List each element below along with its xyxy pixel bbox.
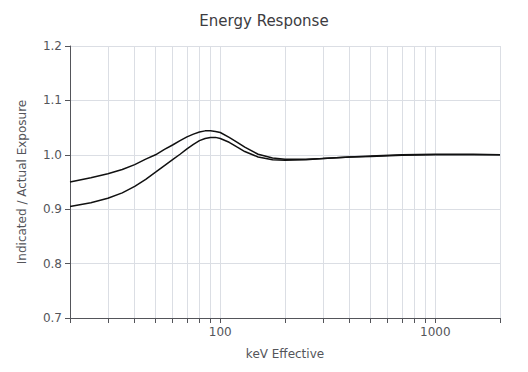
svg-text:100: 100 xyxy=(209,325,232,339)
svg-text:1.1: 1.1 xyxy=(43,93,62,107)
svg-text:Energy Response: Energy Response xyxy=(199,12,328,30)
svg-text:0.8: 0.8 xyxy=(43,257,62,271)
svg-text:1.0: 1.0 xyxy=(43,148,62,162)
svg-text:Indicated / Actual Exposure: Indicated / Actual Exposure xyxy=(15,100,29,264)
svg-text:keV Effective: keV Effective xyxy=(246,347,324,361)
svg-text:0.7: 0.7 xyxy=(43,311,62,325)
svg-text:0.9: 0.9 xyxy=(43,202,62,216)
svg-text:1000: 1000 xyxy=(420,325,451,339)
svg-text:1.2: 1.2 xyxy=(43,39,62,53)
